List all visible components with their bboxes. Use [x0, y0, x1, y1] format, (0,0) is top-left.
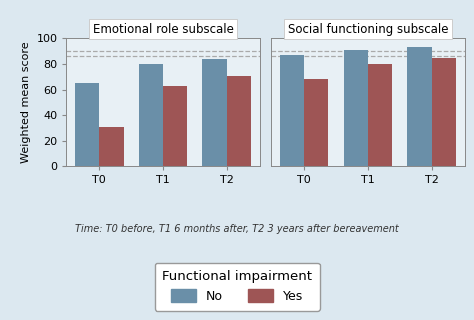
Bar: [227, 76, 251, 166]
Bar: [100, 127, 124, 166]
Legend: No, Yes: No, Yes: [155, 263, 319, 310]
Bar: [407, 47, 431, 166]
Bar: [304, 79, 328, 166]
Bar: [139, 64, 163, 166]
Bar: [431, 58, 456, 166]
Title: Emotional role subscale: Emotional role subscale: [92, 23, 233, 36]
Title: Social functioning subscale: Social functioning subscale: [288, 23, 448, 36]
Y-axis label: Weighted mean score: Weighted mean score: [21, 42, 31, 163]
Bar: [280, 55, 304, 166]
Bar: [344, 50, 368, 166]
Text: Time: T0 before, T1 6 months after, T2 3 years after bereavement: Time: T0 before, T1 6 months after, T2 3…: [75, 224, 399, 234]
Bar: [75, 83, 100, 166]
Bar: [368, 64, 392, 166]
Bar: [202, 59, 227, 166]
Bar: [163, 86, 187, 166]
